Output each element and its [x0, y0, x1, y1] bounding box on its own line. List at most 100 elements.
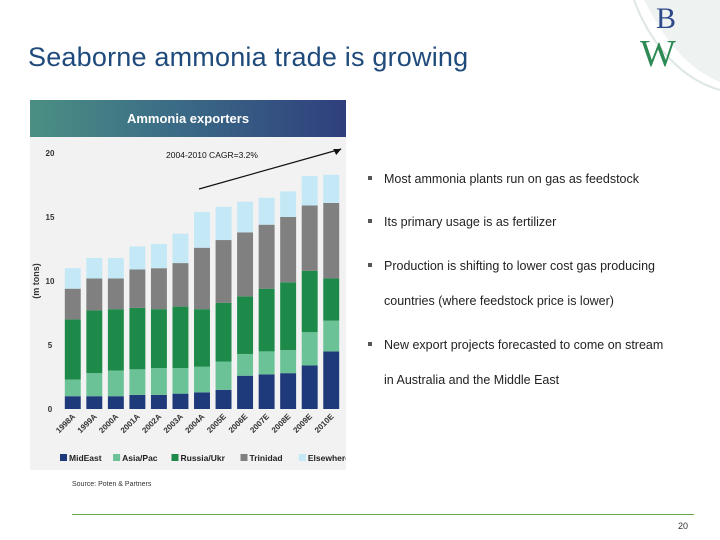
bar-segment [107, 396, 124, 409]
bar-segment [86, 373, 103, 397]
bar-segment [323, 351, 340, 409]
legend-swatch [298, 454, 306, 461]
legend-label: Asia/Pac [122, 453, 158, 463]
y-tick-label: 0 [48, 405, 53, 414]
x-tick-label: 2003A [162, 412, 185, 435]
x-tick-label: 2001A [119, 412, 142, 435]
bar-segment [86, 310, 103, 374]
bar-segment [129, 369, 146, 395]
legend-label: Trinidad [250, 453, 283, 463]
bar-segment [301, 205, 318, 271]
y-axis-label: (m tons) [31, 263, 41, 299]
bullet-marker [368, 176, 372, 180]
footer-rule [72, 514, 694, 515]
y-tick-label: 10 [46, 277, 55, 286]
x-tick-label: 1999A [76, 412, 99, 435]
legend-swatch [113, 454, 121, 461]
bar-segment [258, 197, 275, 225]
bar-segment [150, 243, 167, 269]
bar-segment [150, 368, 167, 395]
bar-segment [323, 174, 340, 203]
cagr-annotation: 2004-2010 CAGR=3.2% [166, 150, 258, 160]
bar-segment [280, 350, 297, 374]
bullet-text: Most ammonia plants run on gas as feedst… [384, 172, 639, 186]
slide-title: Seaborne ammonia trade is growing [28, 42, 469, 72]
bar-segment [237, 375, 254, 409]
bar-segment [258, 374, 275, 409]
bar-segment [215, 389, 232, 409]
bar-segment [258, 351, 275, 375]
legend-label: Elsewhere [308, 453, 346, 463]
bar-segment [64, 379, 81, 397]
bullet-text-continued: in Australia and the Middle East [384, 373, 560, 387]
bar-segment [129, 307, 146, 370]
bar-segment [301, 332, 318, 366]
bar-segment [237, 201, 254, 233]
bullet-text: Production is shifting to lower cost gas… [384, 259, 655, 273]
bar-segment [172, 393, 189, 409]
bullet-text-continued: countries (where feedstock price is lowe… [384, 294, 614, 308]
x-tick-label: 1998A [54, 412, 77, 435]
bullet-marker [368, 263, 372, 267]
x-tick-label: 2002A [140, 412, 163, 435]
cagr-arrow-head [333, 149, 342, 155]
bar-segment [194, 366, 210, 393]
bullet-text: Its primary usage is as fertilizer [384, 215, 557, 229]
ammonia-exporters-chart: 0 5 10 15 20 (m tons) 1998A1999A2000A2001A2002… [31, 148, 346, 463]
source-note: Source: Poten & Partners [72, 481, 152, 488]
logo-b: B [656, 2, 676, 35]
x-tick-label: 2008E [270, 412, 293, 435]
bar-segment [172, 263, 189, 307]
legend-swatch [60, 454, 67, 461]
bar-segment [237, 353, 254, 376]
y-tick-label: 20 [46, 149, 55, 158]
legend-label: Russia/Ukr [181, 453, 226, 463]
bar-segment [237, 232, 254, 297]
bar-segment [86, 278, 103, 311]
bullet-item: Its primary usage is as fertilizer [366, 213, 556, 231]
bar-segment [215, 206, 232, 241]
bar-segment [194, 309, 210, 367]
bar-segment [280, 191, 297, 217]
bar-segment [194, 211, 210, 248]
bar-segment [86, 257, 103, 279]
x-tick-label: 2006E [227, 412, 250, 435]
x-tick-label: 2005E [205, 412, 228, 435]
y-tick-label: 15 [46, 213, 55, 222]
bullet-text: New export projects forecasted to come o… [384, 338, 664, 352]
bar-segment [107, 257, 124, 279]
bar-segment [150, 309, 167, 369]
bar-segment [64, 288, 81, 320]
bar-segment [150, 268, 167, 310]
chart-header: Ammonia exporters [30, 100, 346, 137]
bar-segment [323, 320, 340, 352]
bar-segment [107, 370, 124, 397]
bar-segment [215, 361, 232, 390]
legend-swatch [240, 454, 248, 461]
bar-segment [215, 240, 232, 303]
bar-segment [194, 392, 210, 409]
x-tick-label: 2009E [291, 412, 314, 435]
bullet-marker [368, 342, 372, 346]
bar-segment [215, 302, 232, 362]
page-number: 20 [678, 521, 689, 531]
bullet-item: Most ammonia plants run on gas as feedst… [366, 170, 639, 188]
bar-segment [129, 246, 146, 270]
bar-segment [64, 319, 81, 380]
bar-segment [280, 373, 297, 409]
bar-segment [301, 270, 318, 333]
cagr-arrow-line [198, 148, 342, 190]
bar-segment [172, 233, 189, 264]
bar-segment [258, 288, 275, 352]
bar-segment [107, 309, 124, 371]
x-tick-label: 2007E [248, 412, 271, 435]
legend-label: MidEast [69, 453, 102, 463]
bar-segment [150, 394, 167, 409]
bullet-item: Production is shifting to lower cost gas… [366, 257, 655, 310]
bar-segment [280, 217, 297, 283]
bar-segment [172, 306, 189, 369]
x-tick-label: 2004A [183, 412, 206, 435]
bw-logo: B W [633, 0, 720, 91]
legend-swatch [171, 454, 179, 461]
bar-segment [129, 269, 146, 308]
